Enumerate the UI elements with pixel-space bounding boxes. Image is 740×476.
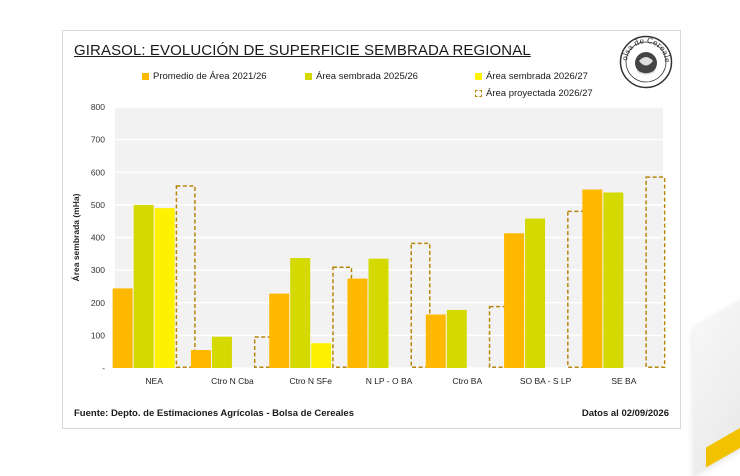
bar-0	[112, 288, 133, 368]
bar-proyectada	[175, 185, 196, 368]
bar-0	[347, 278, 368, 368]
y-axis-label: Área sembrada (mHa)	[71, 193, 81, 281]
bar-proyectada	[410, 242, 431, 368]
legend-swatch-proyectada	[475, 90, 482, 97]
y-tick-label: 100	[91, 330, 105, 340]
bar-1	[211, 336, 232, 368]
source-note: Fuente: Depto. de Estimaciones Agrícolas…	[74, 408, 354, 419]
bar-0	[504, 233, 525, 368]
legend-swatch-promedio	[142, 73, 149, 80]
y-tick-label: 600	[91, 167, 105, 177]
chart-card: GIRASOL: EVOLUCIÓN DE SUPERFICIE SEMBRAD…	[62, 30, 681, 429]
bar-0	[190, 350, 211, 368]
legend-item-promedio: Promedio de Área 2021/26	[142, 71, 267, 82]
legend-swatch-2025	[305, 73, 312, 80]
bar-1	[603, 192, 624, 368]
date-note: Datos al 02/09/2026	[581, 408, 669, 419]
legend-item-proyectada: Área proyectada 2026/27	[475, 88, 593, 99]
bar-2	[311, 343, 332, 368]
y-tick-label: 400	[91, 233, 105, 243]
legend-label-2025: Área sembrada 2025/26	[316, 71, 418, 82]
bar-0	[425, 314, 446, 368]
y-tick-label: -	[102, 363, 105, 373]
bolsa-de-cereales-seal-icon: Bolsa de Cereales	[619, 35, 673, 89]
legend-swatch-2026	[475, 73, 482, 80]
bar-0	[582, 189, 603, 368]
y-tick-label: 700	[91, 135, 105, 145]
legend-label-promedio: Promedio de Área 2021/26	[153, 71, 267, 82]
legend-item-2025: Área sembrada 2025/26	[305, 71, 418, 82]
x-tick-label: SE BA	[611, 376, 636, 386]
legend-item-2026: Área sembrada 2026/27	[475, 71, 588, 82]
bar-1	[133, 204, 154, 368]
y-tick-label: 500	[91, 200, 105, 210]
bar-1	[525, 218, 546, 368]
chart-title: GIRASOL: EVOLUCIÓN DE SUPERFICIE SEMBRAD…	[74, 42, 531, 59]
bar-1	[368, 258, 389, 368]
bar-2	[154, 208, 175, 368]
y-tick-label: 200	[91, 298, 105, 308]
x-tick-label: Ctro BA	[452, 376, 482, 386]
bar-proyectada	[645, 176, 666, 368]
bar-chart: - 100 200 300 400 500 600 700 800 Área sembrada (…	[71, 102, 666, 386]
bar-1	[446, 309, 467, 368]
legend-label-proyectada: Área proyectada 2026/27	[486, 88, 593, 99]
bar-proyectada	[567, 210, 588, 368]
legend-label-2026: Área sembrada 2026/27	[486, 71, 588, 82]
x-tick-label: SO BA - S LP	[520, 376, 572, 386]
y-tick-label: 800	[91, 102, 105, 112]
x-tick-label: N LP - O BA	[366, 376, 413, 386]
bar-1	[290, 258, 311, 368]
x-tick-label: Ctro N SFe	[289, 376, 332, 386]
y-tick-label: 300	[91, 265, 105, 275]
bar-0	[269, 293, 290, 368]
x-tick-label: NEA	[145, 376, 163, 386]
x-tick-label: Ctro N Cba	[211, 376, 254, 386]
